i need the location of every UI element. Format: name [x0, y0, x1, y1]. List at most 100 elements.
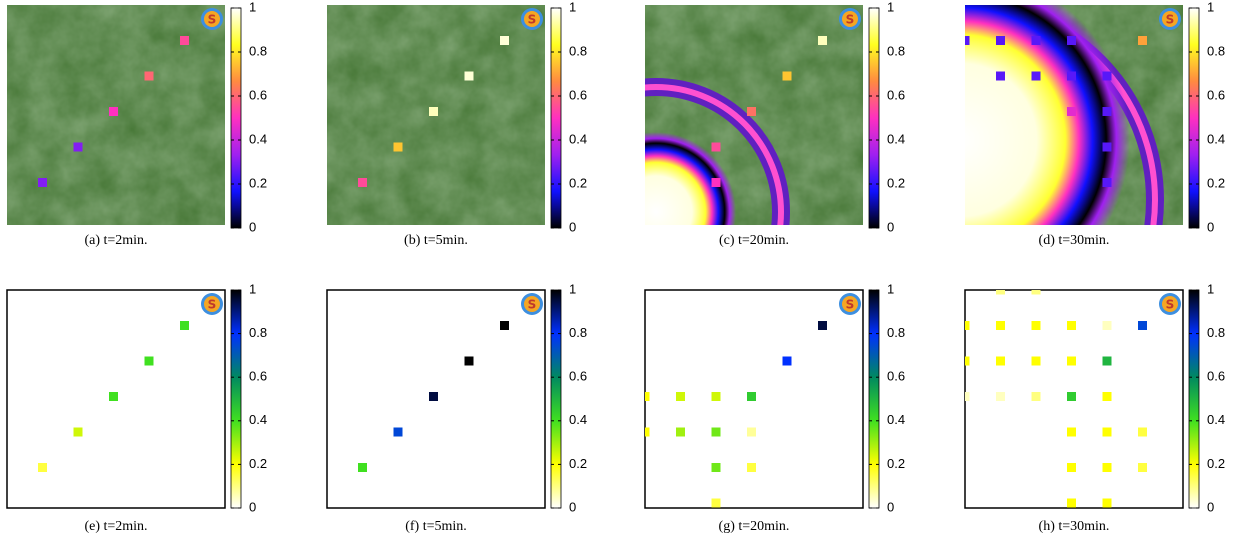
caption: (f) t=5min. [405, 519, 467, 534]
sensor [1102, 178, 1112, 187]
colorbar-tick-label: 0.2 [887, 456, 905, 471]
colorbar-tick-label: 0 [569, 499, 576, 514]
colorbar-tick-label: 0 [1207, 499, 1214, 514]
sensor [818, 36, 827, 45]
colorbar-tick-label: 0.4 [887, 131, 905, 146]
sensor [393, 142, 403, 152]
sensor [393, 427, 403, 437]
colorbar-tick-label: 0.8 [249, 325, 267, 340]
caption: (c) t=20min. [719, 233, 789, 248]
colorbar-tick-label: 0.2 [1207, 175, 1225, 190]
logo [1159, 8, 1181, 30]
logo [839, 293, 861, 315]
sensor [711, 427, 721, 437]
colorbar-tick-label: 0.6 [887, 87, 905, 102]
sensor [109, 107, 118, 116]
sensor [1102, 356, 1112, 366]
colorbar-tick-label: 1 [569, 0, 576, 14]
colorbar-tick-label: 0.6 [1207, 369, 1225, 384]
sensor [996, 71, 1005, 81]
sensor [464, 71, 474, 81]
caption: (d) t=30min. [1039, 233, 1110, 248]
colorbar-tick-label: 0.4 [1207, 131, 1225, 146]
colorbar-tick-label: 0 [887, 499, 894, 514]
colorbar-tick-label: 0.8 [249, 43, 267, 58]
colorbar [550, 289, 562, 509]
sensor [429, 392, 438, 401]
caption: (a) t=2min. [84, 233, 147, 248]
sensor [1102, 463, 1112, 472]
sensor [1102, 427, 1112, 437]
colorbar-tick-label: 0.8 [569, 325, 587, 340]
sensor [676, 392, 685, 401]
colorbar [1188, 289, 1200, 509]
sensor [1067, 463, 1076, 472]
sensor [645, 427, 650, 437]
sensor [1031, 321, 1041, 330]
logo [521, 8, 543, 30]
sensor-group [358, 321, 509, 472]
sensor [747, 107, 756, 116]
logo [839, 8, 861, 30]
colorbar [1188, 7, 1200, 229]
sensor [996, 290, 1005, 295]
sensor-group [711, 36, 827, 187]
sensor [358, 463, 367, 472]
sensor [109, 392, 118, 401]
colorbar-tick-label: 0.6 [569, 369, 587, 384]
sensor [1031, 392, 1041, 401]
colorbar-tick-label: 0 [1207, 219, 1214, 234]
sensor [144, 71, 154, 81]
caption: (g) t=20min. [719, 519, 790, 534]
sensor [965, 356, 970, 366]
colorbar-tick-label: 0 [569, 219, 576, 234]
sensor [1031, 71, 1041, 81]
sensor [500, 36, 509, 45]
colorbar-tick-label: 1 [249, 0, 256, 14]
sensor-group [358, 36, 509, 187]
logo [201, 8, 223, 30]
sensor [1067, 36, 1076, 45]
sensor [1031, 356, 1041, 366]
sensor [782, 71, 792, 81]
caption: (b) t=5min. [404, 233, 468, 248]
logo [521, 293, 543, 315]
sensor [965, 321, 970, 330]
sensor [711, 392, 721, 401]
colorbar-tick-label: 0.8 [569, 43, 587, 58]
sensor [1031, 36, 1041, 45]
colorbar [868, 289, 880, 509]
colorbar [868, 7, 880, 229]
sensor-group [38, 36, 189, 187]
sensor [500, 321, 509, 330]
sensor [38, 178, 47, 187]
sensor [996, 392, 1005, 401]
colorbar-tick-label: 0.2 [569, 175, 587, 190]
sensor [1102, 107, 1112, 116]
sensor [1138, 463, 1147, 472]
sensor [1067, 107, 1076, 116]
sensor [965, 36, 970, 45]
sensor [996, 321, 1005, 330]
caption: (e) t=2min. [84, 519, 147, 534]
colorbar-tick-label: 0.4 [569, 412, 587, 427]
sensor [1102, 321, 1112, 330]
sensor [1138, 321, 1147, 330]
colorbar-tick-label: 0.6 [249, 87, 267, 102]
colorbar [230, 7, 242, 229]
sensor [1067, 356, 1076, 366]
colorbar-tick-label: 1 [887, 0, 894, 14]
field-overlays [645, 5, 1164, 225]
logo [1159, 293, 1181, 315]
sensor [1102, 71, 1112, 81]
sensor [1067, 321, 1076, 330]
sensor [1138, 36, 1147, 45]
sensor [711, 142, 721, 152]
sensor-group [965, 290, 1147, 508]
colorbar-tick-label: 0.4 [887, 412, 905, 427]
colorbar-tick-label: 0.2 [249, 456, 267, 471]
sensor [73, 427, 83, 437]
sensor [747, 427, 756, 437]
sensor [996, 356, 1005, 366]
sensor [818, 321, 827, 330]
